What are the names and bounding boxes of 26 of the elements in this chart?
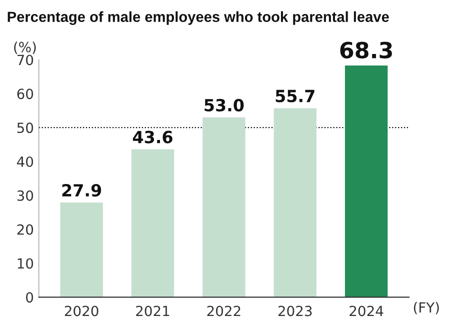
y-tick-label: 70 [17, 54, 34, 66]
y-tick-label: 40 [16, 156, 34, 167]
y-tick-label: 30 [17, 190, 34, 201]
x-tick-label: 2022 [207, 306, 240, 316]
y-axis-title: (%) [14, 42, 36, 54]
data-label: 53.0 [204, 98, 244, 112]
x-tick-label: 2021 [136, 306, 170, 316]
data-label: 27.9 [62, 184, 102, 197]
data-label: 43.6 [132, 130, 172, 144]
bar [344, 66, 388, 298]
data-label: 68.3 [340, 42, 392, 58]
x-tick-label: 2024 [350, 306, 384, 316]
chart-title: Percentage of male employees who took parental leave [8, 11, 389, 25]
x-tick-label: 2020 [64, 306, 98, 316]
y-tick-label: 60 [17, 88, 34, 100]
bar [131, 149, 174, 298]
data-label: 55.7 [276, 90, 314, 102]
bar [274, 108, 316, 298]
x-axis-title: (FY) [414, 302, 439, 314]
x-tick-label: 2023 [278, 306, 312, 316]
y-tick-label: 20 [17, 224, 34, 235]
bar [60, 202, 103, 298]
bar [202, 117, 246, 298]
y-tick-label: 50 [17, 122, 34, 134]
y-tick-label: 10 [18, 258, 34, 269]
y-tick-label: 0 [26, 292, 34, 303]
